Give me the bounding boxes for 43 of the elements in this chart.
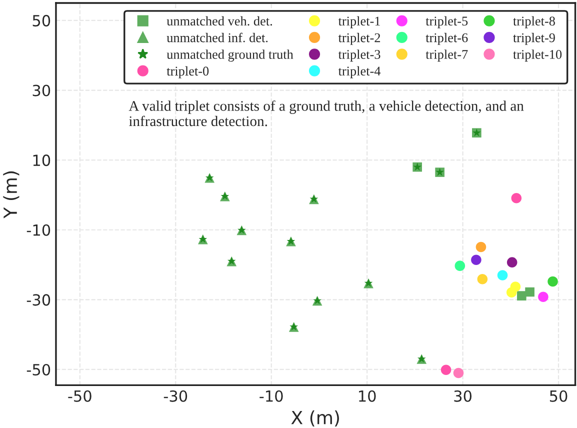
point xyxy=(517,291,526,301)
legend-label: triplet-7 xyxy=(426,50,468,62)
legend-label: triplet-4 xyxy=(338,66,381,78)
x-tick-label: -10 xyxy=(260,390,283,402)
y-tick-label: -10 xyxy=(26,224,50,236)
y-axis-title: Y (m) xyxy=(3,171,20,218)
x-tick-label: 10 xyxy=(359,390,376,402)
legend-label: triplet-8 xyxy=(513,16,555,28)
y-tick-label: -30 xyxy=(26,294,50,306)
point xyxy=(440,364,452,375)
x-tick-label: 50 xyxy=(550,390,568,402)
legend-label: triplet-6 xyxy=(426,32,468,45)
legend-label: triplet-2 xyxy=(338,32,380,45)
point xyxy=(525,287,534,297)
legend-label: unmatched ground truth xyxy=(166,50,294,62)
point xyxy=(511,192,522,204)
x-tick-label: -50 xyxy=(68,390,92,402)
legend-label: triplet-3 xyxy=(338,50,380,62)
legend-label: unmatched inf. det. xyxy=(166,32,268,42)
point xyxy=(538,292,548,302)
legend-label: unmatched veh. det. xyxy=(166,16,272,26)
point xyxy=(497,270,508,280)
point xyxy=(453,368,464,378)
y-tick-label: 10 xyxy=(33,154,50,166)
point xyxy=(506,287,517,298)
legend-label: triplet-0 xyxy=(166,66,209,78)
x-tick-label: 30 xyxy=(454,390,472,402)
point xyxy=(454,260,466,271)
x-axis-title: X (m) xyxy=(291,410,339,427)
y-tick-label: 50 xyxy=(32,14,50,26)
point xyxy=(471,254,482,266)
y-tick-label: -50 xyxy=(26,364,50,376)
legend-label: triplet-1 xyxy=(338,16,380,28)
legend-label: triplet-5 xyxy=(426,16,468,28)
y-tick-label: 30 xyxy=(32,84,50,96)
annotation: A valid triplet consists of a ground truth, a vehicle detection, and an infrastructure detection. xyxy=(128,100,524,126)
legend-label: triplet-10 xyxy=(513,50,562,62)
point xyxy=(506,257,518,268)
point xyxy=(548,276,558,287)
point xyxy=(476,242,486,252)
x-tick-label: -30 xyxy=(164,390,188,402)
legend-label: triplet-9 xyxy=(513,32,555,45)
point xyxy=(477,274,488,284)
